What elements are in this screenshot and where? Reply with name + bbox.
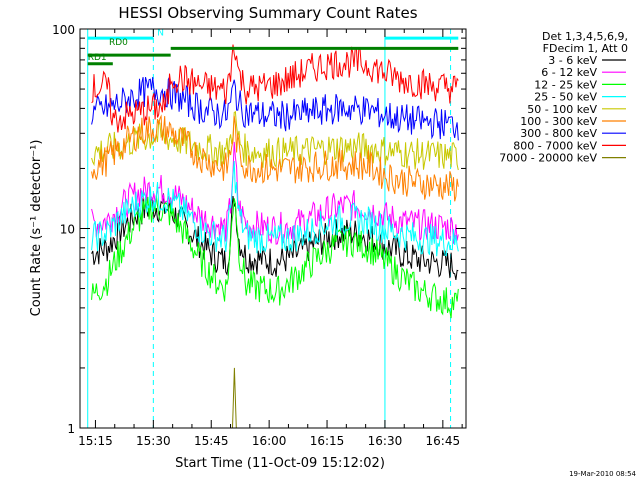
event-lines xyxy=(87,29,452,428)
legend-item-label: 800 - 7000 keV xyxy=(513,139,597,152)
series-line xyxy=(91,160,459,257)
x-tick-label: 16:15 xyxy=(310,434,345,448)
y-tick-label: 1 xyxy=(67,422,75,436)
legend-item-label: 6 - 12 keV xyxy=(541,66,597,79)
y-axis: 1 10 100 xyxy=(52,23,466,436)
series-line xyxy=(232,367,237,429)
chart-title: HESSI Observing Summary Count Rates xyxy=(118,4,417,22)
x-tick-label: 16:45 xyxy=(426,434,461,448)
legend-header-1: Det 1,3,4,5,6,9, xyxy=(542,30,628,43)
y-tick-label: 100 xyxy=(52,23,75,37)
legend: Det 1,3,4,5,6,9, FDecim 1, Att 0 3 - 6 k… xyxy=(499,30,628,165)
flag-label: RD1 xyxy=(88,53,107,63)
legend-header-2: FDecim 1, Att 0 xyxy=(543,42,628,55)
legend-item-label: 7000 - 20000 keV xyxy=(499,152,597,165)
footer-date: 19-Mar-2010 08:54 xyxy=(569,470,636,478)
x-axis: 15:15 15:30 15:45 16:00 16:15 16:30 16:45 xyxy=(78,29,463,448)
legend-item-label: 50 - 100 keV xyxy=(527,103,597,116)
legend-item-label: 300 - 800 keV xyxy=(520,127,597,140)
flag-label: N xyxy=(157,28,164,38)
x-tick-label: 16:00 xyxy=(252,434,287,448)
legend-item-label: 12 - 25 keV xyxy=(534,78,597,91)
y-axis-label: Count Rate (s⁻¹ detector⁻¹) xyxy=(29,140,44,317)
series-line xyxy=(91,75,459,141)
legend-item-label: 100 - 300 keV xyxy=(520,115,597,128)
x-tick-label: 15:30 xyxy=(136,434,171,448)
x-tick-label: 16:30 xyxy=(368,434,403,448)
series-line xyxy=(91,44,459,133)
series-line xyxy=(91,114,459,202)
y-tick-label: 10 xyxy=(60,223,75,237)
legend-item-label: 3 - 6 keV xyxy=(548,54,597,67)
x-tick-label: 15:45 xyxy=(194,434,229,448)
flag-label: RD0 xyxy=(109,38,128,48)
x-tick-label: 15:15 xyxy=(78,434,113,448)
series-line xyxy=(91,110,459,171)
series-layer xyxy=(91,44,459,429)
x-axis-label: Start Time (11-Oct-09 15:12:02) xyxy=(175,456,385,471)
legend-item-label: 25 - 50 keV xyxy=(534,91,597,104)
